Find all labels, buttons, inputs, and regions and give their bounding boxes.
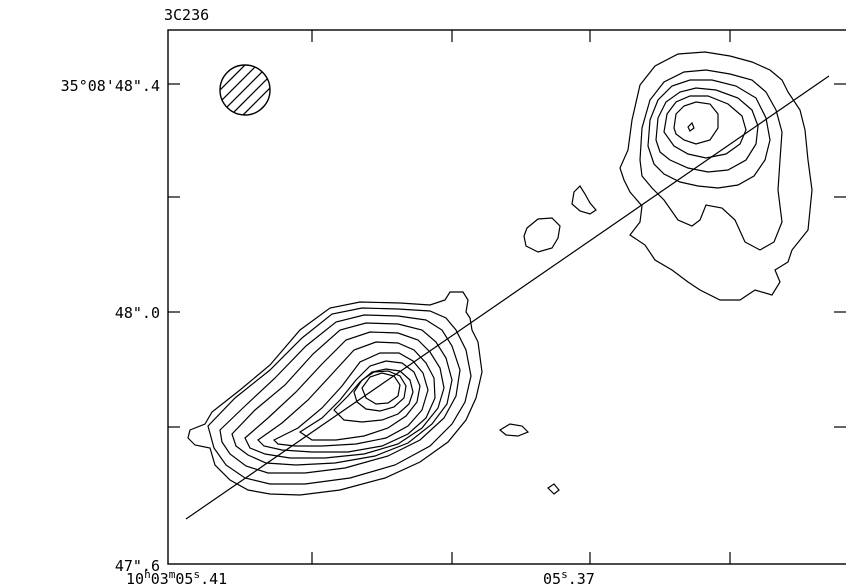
minor-emission-contours xyxy=(498,185,597,495)
ra-label-right: 05s.37 xyxy=(543,568,595,588)
jet-axis-line xyxy=(185,75,830,520)
hatched-circle-beam-icon xyxy=(219,64,271,116)
southwest-lobe-contours xyxy=(187,291,483,496)
dec-label-bottom: 47".6 xyxy=(115,557,160,575)
plot-frame xyxy=(167,29,846,565)
dec-label-mid: 48".0 xyxy=(115,304,160,322)
axis-ticks xyxy=(168,30,846,564)
dec-label-top: 35°08'48".4 xyxy=(61,77,160,95)
map-title: 3C236 xyxy=(164,6,209,24)
northeast-lobe-contours xyxy=(619,51,813,301)
ra-label-left: 10h03m05s.41 xyxy=(126,568,227,588)
